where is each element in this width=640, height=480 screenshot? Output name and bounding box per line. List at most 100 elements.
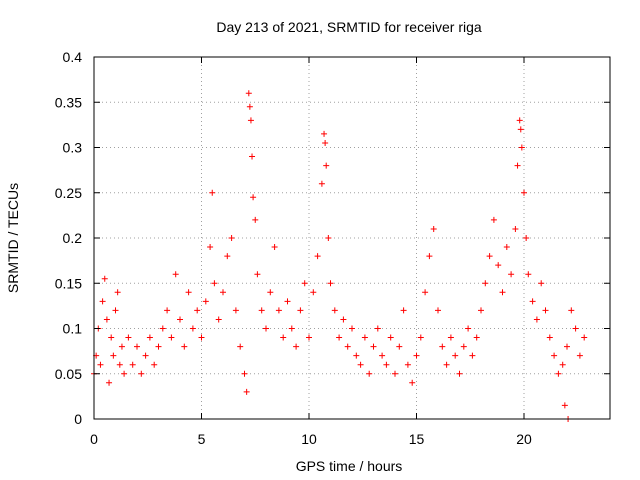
y-tick-label: 0.3 — [63, 140, 83, 156]
y-tick-label: 0.05 — [55, 366, 82, 382]
data-point-124 — [538, 280, 545, 287]
data-point-47 — [247, 117, 254, 124]
data-point-15 — [125, 334, 132, 341]
data-point-49 — [250, 194, 257, 201]
data-point-123 — [533, 316, 540, 323]
data-point-128 — [555, 370, 562, 377]
data-point-116 — [516, 117, 523, 124]
data-point-109 — [490, 216, 497, 223]
data-point-30 — [189, 325, 196, 332]
data-point-135 — [561, 402, 568, 409]
data-point-119 — [521, 189, 527, 196]
data-point-81 — [370, 343, 377, 350]
data-point-11 — [114, 289, 121, 296]
data-point-7 — [106, 379, 113, 386]
data-point-29 — [185, 289, 192, 296]
x-tick-label: 5 — [198, 431, 206, 447]
data-point-98 — [443, 361, 450, 368]
data-point-33 — [202, 298, 209, 305]
data-point-6 — [103, 316, 110, 323]
data-point-111 — [499, 289, 506, 296]
data-point-13 — [118, 343, 125, 350]
data-point-115 — [514, 162, 521, 169]
data-point-61 — [297, 307, 304, 314]
chart-title: Day 213 of 2021, SRMTID for receiver rig… — [216, 19, 482, 35]
data-point-130 — [564, 343, 570, 350]
data-point-62 — [301, 280, 308, 287]
data-point-39 — [224, 253, 231, 260]
data-point-8 — [108, 334, 115, 341]
data-point-3 — [97, 361, 104, 368]
data-point-45 — [245, 90, 252, 97]
data-point-40 — [228, 235, 235, 241]
data-point-26 — [172, 271, 179, 278]
data-point-63 — [306, 334, 312, 341]
data-point-106 — [478, 307, 484, 314]
data-point-57 — [280, 334, 287, 341]
data-point-4 — [99, 298, 106, 305]
data-point-94 — [426, 253, 433, 260]
data-point-19 — [142, 352, 149, 359]
data-point-118 — [518, 144, 525, 151]
y-tick-label: 0.1 — [63, 321, 83, 337]
data-point-101 — [456, 370, 463, 377]
data-point-68 — [322, 139, 329, 146]
x-tick-label: 0 — [90, 431, 98, 447]
data-point-52 — [258, 307, 265, 314]
data-point-129 — [559, 361, 566, 368]
data-point-55 — [271, 244, 278, 251]
data-point-37 — [215, 316, 222, 323]
data-point-51 — [254, 271, 261, 278]
data-point-86 — [392, 370, 398, 377]
data-point-89 — [404, 361, 411, 368]
data-point-114 — [512, 225, 519, 232]
data-point-34 — [207, 244, 214, 251]
data-point-64 — [310, 289, 317, 296]
data-point-31 — [194, 307, 201, 314]
data-point-23 — [159, 325, 166, 332]
data-point-132 — [572, 325, 579, 332]
data-point-92 — [417, 334, 424, 341]
data-point-126 — [546, 334, 553, 341]
data-point-38 — [220, 289, 226, 296]
data-point-75 — [344, 343, 351, 350]
x-tick-label: 10 — [301, 431, 317, 447]
data-point-56 — [275, 307, 282, 314]
data-point-25 — [168, 334, 175, 341]
data-point-14 — [121, 370, 128, 377]
data-point-82 — [374, 325, 381, 332]
data-point-78 — [357, 361, 364, 368]
data-point-17 — [134, 343, 140, 350]
data-point-5 — [101, 275, 108, 282]
data-point-87 — [396, 343, 403, 350]
data-point-22 — [155, 343, 162, 350]
data-point-67 — [321, 130, 328, 137]
data-point-42 — [237, 343, 244, 350]
data-point-50 — [252, 216, 259, 223]
data-points — [91, 90, 588, 422]
data-point-103 — [465, 325, 472, 332]
data-point-65 — [314, 253, 321, 260]
data-point-16 — [129, 361, 136, 368]
data-point-131 — [568, 307, 575, 314]
data-point-59 — [288, 325, 295, 332]
y-tick-label: 0.35 — [55, 94, 82, 110]
data-point-133 — [576, 352, 583, 359]
data-point-84 — [383, 361, 390, 368]
y-tick-label: 0.25 — [55, 185, 82, 201]
y-tick-label: 0.4 — [63, 49, 83, 65]
data-point-76 — [349, 325, 355, 332]
data-point-18 — [138, 370, 145, 377]
data-point-105 — [473, 334, 480, 341]
data-point-88 — [400, 307, 407, 314]
data-point-120 — [523, 235, 530, 241]
data-point-10 — [112, 307, 119, 314]
axis-ticks — [93, 56, 610, 420]
y-tick-label: 0.2 — [63, 230, 83, 246]
data-point-74 — [340, 316, 347, 323]
data-point-125 — [542, 307, 549, 314]
data-point-100 — [452, 352, 459, 359]
data-point-35 — [209, 189, 216, 196]
y-tick-label: 0.15 — [55, 275, 82, 291]
data-point-53 — [263, 325, 269, 332]
